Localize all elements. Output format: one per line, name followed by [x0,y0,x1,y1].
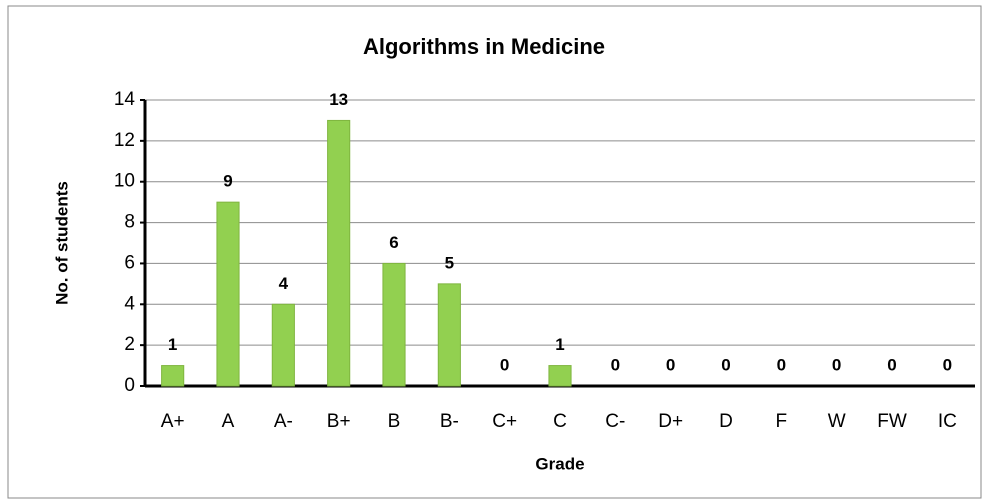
chart-title: Algorithms in Medicine [363,34,605,59]
data-label: 0 [500,355,509,374]
data-label: 0 [777,355,786,374]
bar [271,303,295,387]
chart-frame [7,5,982,499]
data-label: 0 [887,355,896,374]
data-label: 1 [168,335,177,354]
bar [437,283,461,387]
bar [548,365,572,387]
y-tick-label: 0 [124,375,135,396]
x-tick-label: C+ [492,411,517,432]
data-label: 5 [445,253,454,272]
x-tick-label: C- [605,411,625,432]
x-tick-label: D+ [658,411,683,432]
data-label: 6 [389,233,398,252]
bar [216,201,240,387]
bar [161,365,185,387]
y-tick-label: 6 [124,252,135,273]
y-tick-label: 10 [114,171,135,192]
x-axis-label: Grade [535,454,584,473]
y-tick-label: 12 [114,130,135,151]
y-tick-label: 8 [124,212,135,233]
y-tick-label: 14 [114,89,136,110]
x-tick-label: A [222,411,235,432]
x-tick-label: B+ [327,411,351,432]
x-tick-label: W [828,411,846,432]
y-axis-label: No. of students [52,181,71,305]
data-label: 0 [666,355,675,374]
data-label: 0 [832,355,841,374]
x-tick-label: F [776,411,788,432]
x-tick-label: C [553,411,567,432]
bar [382,262,406,387]
data-label: 1 [555,335,564,354]
data-label: 0 [721,355,730,374]
data-label: 0 [611,355,620,374]
x-tick-label: A+ [161,411,185,432]
y-tick-label: 4 [124,293,135,314]
data-label: 13 [329,90,348,109]
x-tick-label: A- [274,411,293,432]
x-tick-label: FW [877,411,907,432]
data-label: 4 [279,274,289,293]
bar [327,119,351,387]
data-label: 0 [943,355,952,374]
y-tick-label: 2 [124,334,135,355]
x-tick-label: B [388,411,401,432]
x-tick-label: D [719,411,733,432]
data-label: 9 [223,172,232,191]
x-tick-label: B- [440,411,459,432]
x-tick-label: IC [938,411,957,432]
